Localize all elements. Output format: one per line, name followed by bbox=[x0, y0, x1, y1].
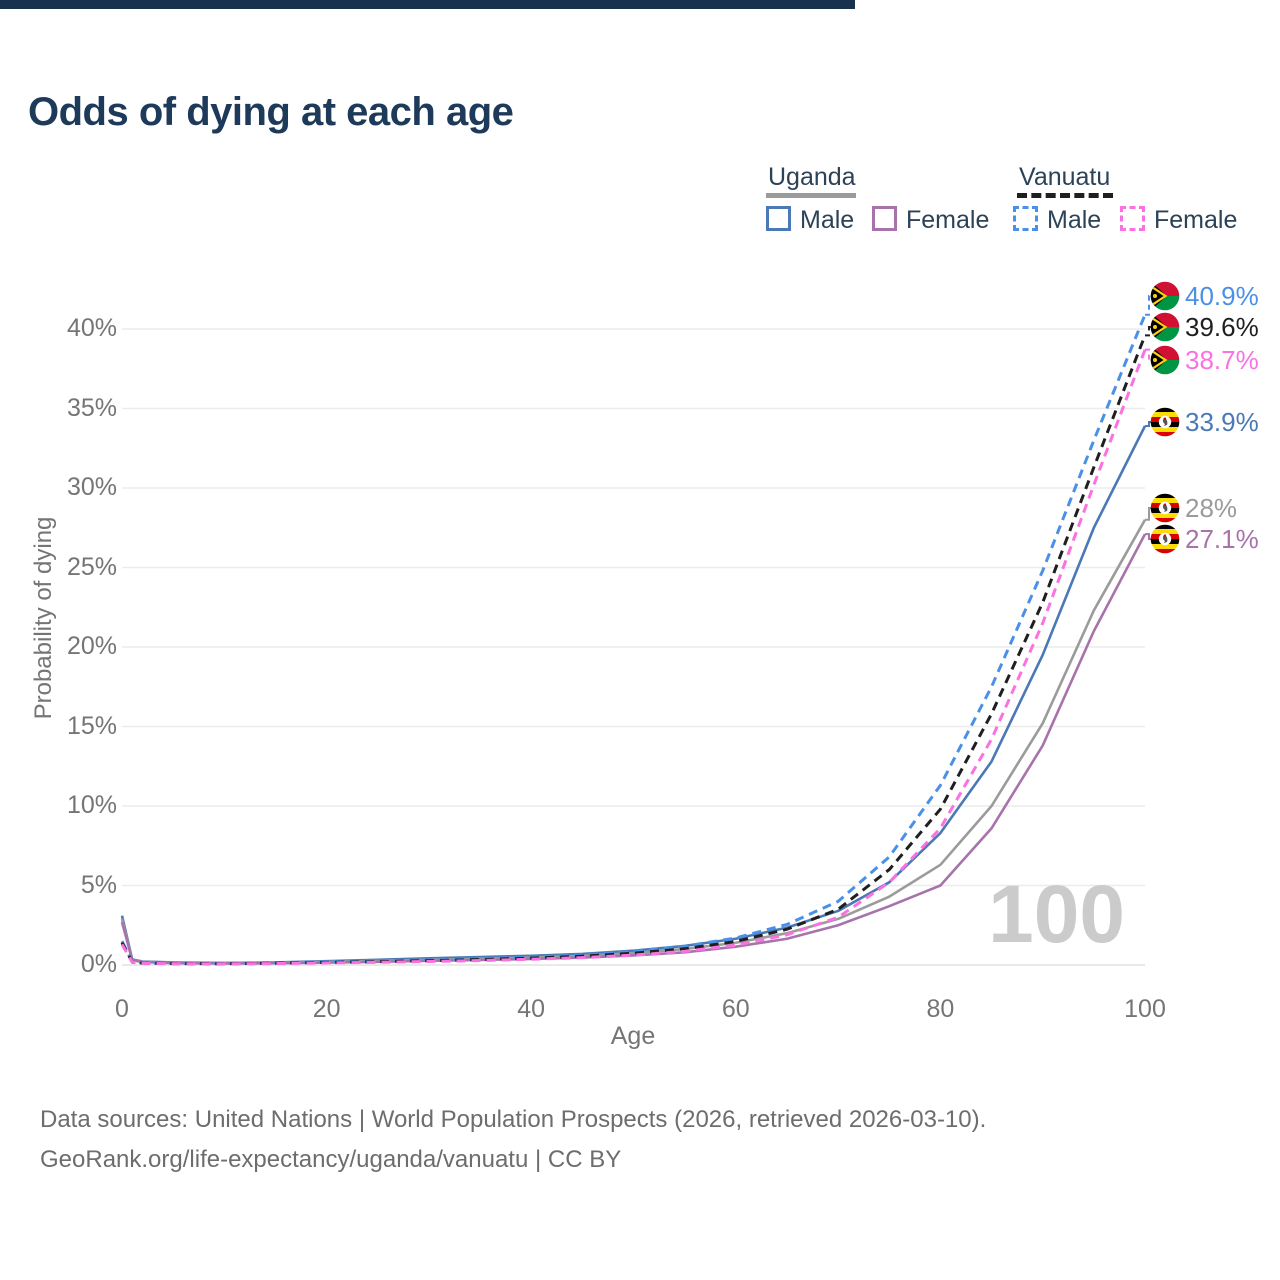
y-tick-label: 20% bbox=[66, 632, 117, 660]
uganda-flag-icon bbox=[1150, 524, 1180, 554]
end-label-value: 38.7% bbox=[1185, 344, 1259, 375]
x-axis-title: Age bbox=[610, 1022, 656, 1050]
end-label-value: 27.1% bbox=[1185, 523, 1259, 554]
end-label-value: 33.9% bbox=[1185, 406, 1259, 437]
y-tick-label: 15% bbox=[66, 711, 117, 740]
legend-group-vanuatu[interactable]: Vanuatu bbox=[1019, 163, 1111, 191]
uganda-male-checkbox[interactable] bbox=[766, 206, 791, 231]
uganda-female-label[interactable]: Female bbox=[906, 206, 990, 234]
end-label-connector bbox=[1145, 326, 1154, 337]
end-label-connector bbox=[1145, 348, 1154, 361]
vanuatu-dashed-line-sample bbox=[1017, 193, 1113, 198]
legend-group-uganda[interactable]: Uganda bbox=[768, 163, 856, 191]
y-tick-label: 10% bbox=[66, 791, 117, 819]
vanuatu-male-label[interactable]: Male bbox=[1047, 206, 1102, 234]
x-tick-label: 0 bbox=[115, 995, 129, 1023]
x-tick-label: 80 bbox=[926, 995, 955, 1023]
vanuatu-flag-icon bbox=[1150, 345, 1180, 375]
vanuatu-female-label[interactable]: Female bbox=[1154, 206, 1238, 234]
x-tick-label: 40 bbox=[517, 995, 546, 1023]
y-axis-title: Probability of dying bbox=[30, 516, 57, 720]
end-label-value: 28% bbox=[1185, 492, 1238, 523]
end-label-vanuatu-female[interactable]: 38.7% bbox=[1150, 345, 1259, 375]
end-label-value: 40.9% bbox=[1185, 280, 1259, 311]
x-tick-label: 100 bbox=[1124, 995, 1166, 1023]
data-sources-text: Data sources: United Nations | World Pop… bbox=[40, 1106, 987, 1133]
y-tick-label: 25% bbox=[66, 552, 117, 581]
vanuatu-male-checkbox[interactable] bbox=[1013, 206, 1038, 231]
end-label-vanuatu-male[interactable]: 40.9% bbox=[1150, 281, 1259, 311]
attribution-url-text[interactable]: GeoRank.org/life-expectancy/uganda/vanua… bbox=[40, 1146, 622, 1173]
vanuatu-flag-icon bbox=[1150, 312, 1180, 342]
x-tick-label: 20 bbox=[312, 995, 341, 1023]
vanuatu-female-checkbox[interactable] bbox=[1120, 206, 1145, 231]
page-title: Odds of dying at each age bbox=[28, 90, 514, 134]
top-progress-bar bbox=[0, 0, 855, 9]
series-line-vanuatu-female bbox=[120, 349, 1147, 966]
y-tick-label: 35% bbox=[66, 393, 117, 422]
end-label-uganda-male[interactable]: 33.9% bbox=[1150, 407, 1259, 437]
end-label-value: 39.6% bbox=[1185, 311, 1259, 342]
y-tick-label: 5% bbox=[80, 870, 117, 899]
uganda-flag-icon bbox=[1150, 493, 1180, 523]
uganda-male-label[interactable]: Male bbox=[800, 206, 855, 234]
uganda-solid-line-sample bbox=[766, 193, 856, 198]
uganda-flag-icon bbox=[1150, 407, 1180, 437]
uganda-female-checkbox[interactable] bbox=[872, 206, 897, 231]
end-label-uganda-both[interactable]: 28% bbox=[1150, 493, 1237, 523]
y-tick-label: 0% bbox=[80, 950, 117, 978]
x-tick-label: 60 bbox=[721, 995, 750, 1023]
end-label-uganda-female[interactable]: 27.1% bbox=[1150, 524, 1259, 554]
vanuatu-flag-icon bbox=[1150, 281, 1180, 311]
end-label-connector bbox=[1145, 295, 1154, 316]
series-line-vanuatu-male bbox=[120, 314, 1147, 966]
hover-age-watermark: 100 bbox=[988, 869, 1125, 960]
end-label-vanuatu-both[interactable]: 39.6% bbox=[1150, 312, 1259, 342]
y-tick-label: 30% bbox=[66, 473, 117, 501]
y-tick-label: 40% bbox=[66, 314, 117, 342]
